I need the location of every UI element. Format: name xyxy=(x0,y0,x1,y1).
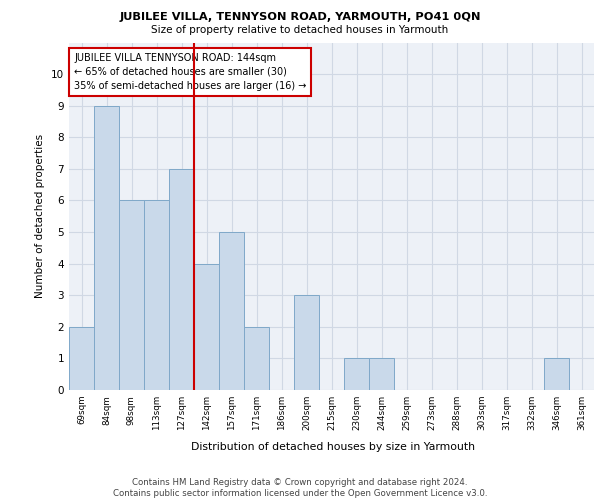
Text: JUBILEE VILLA TENNYSON ROAD: 144sqm
← 65% of detached houses are smaller (30)
35: JUBILEE VILLA TENNYSON ROAD: 144sqm ← 65… xyxy=(74,53,307,91)
Bar xyxy=(344,358,369,390)
Text: JUBILEE VILLA, TENNYSON ROAD, YARMOUTH, PO41 0QN: JUBILEE VILLA, TENNYSON ROAD, YARMOUTH, … xyxy=(119,12,481,22)
Bar xyxy=(294,295,319,390)
Text: Distribution of detached houses by size in Yarmouth: Distribution of detached houses by size … xyxy=(191,442,475,452)
Bar xyxy=(94,106,119,390)
Bar xyxy=(244,327,269,390)
Bar xyxy=(219,232,244,390)
Bar xyxy=(144,200,169,390)
Bar xyxy=(69,327,94,390)
Bar xyxy=(544,358,569,390)
Bar xyxy=(119,200,144,390)
Bar xyxy=(369,358,394,390)
Y-axis label: Number of detached properties: Number of detached properties xyxy=(35,134,46,298)
Bar xyxy=(194,264,219,390)
Text: Size of property relative to detached houses in Yarmouth: Size of property relative to detached ho… xyxy=(151,25,449,35)
Bar xyxy=(169,169,194,390)
Text: Contains HM Land Registry data © Crown copyright and database right 2024.
Contai: Contains HM Land Registry data © Crown c… xyxy=(113,478,487,498)
